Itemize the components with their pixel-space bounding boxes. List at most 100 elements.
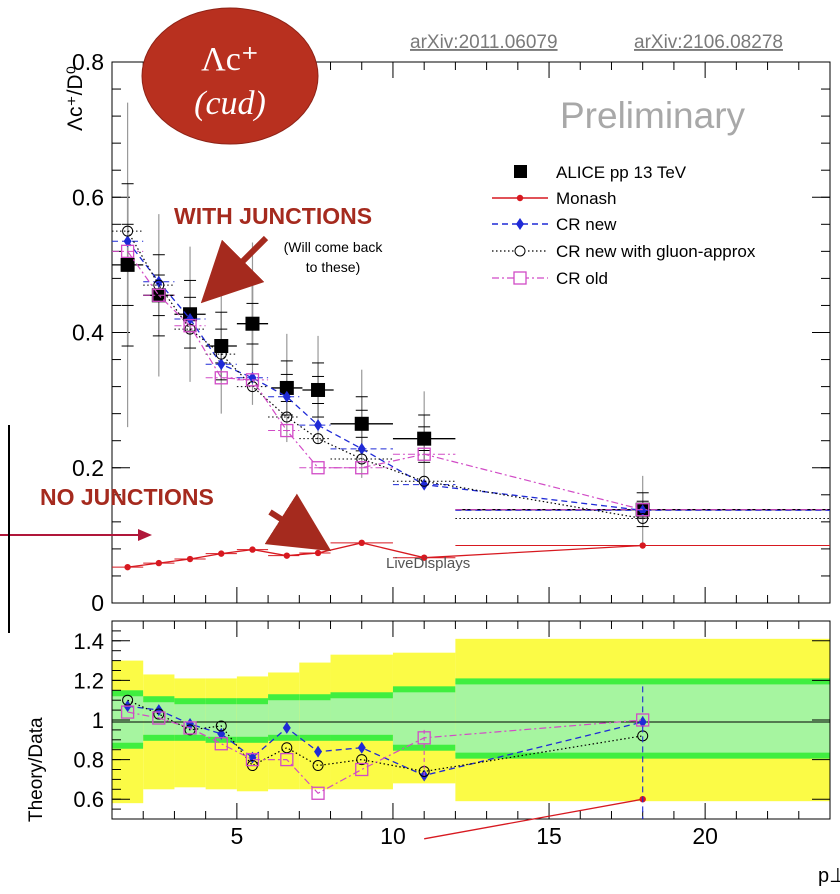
series-point: [186, 555, 194, 563]
with-junctions-note-line2: to these): [306, 259, 360, 275]
ratio-series-point: [636, 713, 650, 727]
watermark-label: LiveDisplays: [386, 555, 470, 572]
reference-link-1[interactable]: arXiv:2011.06079: [410, 32, 558, 53]
ratio-series-line: [424, 798, 643, 840]
series-point: [184, 323, 196, 335]
data-point: [214, 339, 229, 354]
series-point: [358, 539, 365, 547]
data-point: [120, 257, 135, 272]
series-line: [127, 542, 643, 568]
series-point: [314, 419, 323, 432]
legend: ALICE pp 13 TeV Monash CR new CR new wit…: [492, 163, 756, 288]
series-point: [124, 563, 131, 571]
series-point: [283, 552, 291, 559]
axis-ticks: 0 0.2 0.4 0.6 0.8 0.6 0.8 1 1.2 1.4 5 10 15 20: [72, 49, 831, 849]
series-point: [314, 549, 322, 557]
series-point: [280, 423, 294, 438]
legend-marker-monash: [516, 194, 524, 202]
inner-band-lower-edge: [143, 734, 175, 741]
series-point: [217, 358, 226, 371]
series-point: [418, 475, 430, 487]
series-point: [215, 348, 227, 360]
main-y-tick-label: 0.6: [72, 184, 104, 210]
ratio-y-axis-label: Theory/Data: [26, 717, 47, 822]
no-junctions-arrow: [264, 493, 332, 552]
preliminary-label: Preliminary: [560, 95, 746, 136]
ratio-series-line: [127, 705, 643, 777]
series-point: [248, 371, 257, 384]
reference-link-2[interactable]: arXiv:2106.08278: [634, 32, 783, 53]
ratio-series-point: [311, 786, 325, 800]
legend-label-monash: Monash: [556, 189, 616, 208]
series-point: [417, 447, 431, 461]
ratio-x-tick-label: 5: [230, 823, 243, 849]
inner-band-lower-edge: [299, 734, 331, 741]
ratio-x-tick-label: 20: [692, 823, 718, 849]
series-line: [127, 251, 643, 511]
series-point: [311, 461, 325, 475]
inner-band-upper-edge: [392, 686, 456, 693]
series-point: [420, 554, 428, 561]
inner-band-lower-edge: [236, 736, 269, 743]
series-point: [120, 244, 135, 259]
with-junctions-label: WITH JUNCTIONS: [174, 203, 372, 229]
ratio-series-point: [280, 752, 294, 767]
series-point: [249, 546, 256, 553]
series-point: [281, 411, 293, 423]
inner-band-upper-edge: [112, 690, 144, 697]
ratio-vertical-errors: [423, 686, 644, 819]
ratio-series-point: [312, 760, 324, 772]
ratio-y-tick-label: 1: [92, 708, 104, 733]
inner-band-upper-edge: [455, 678, 830, 685]
series-point: [637, 512, 649, 524]
legend-marker-cr-new: [516, 218, 524, 230]
inner-band-upper-edge: [205, 698, 237, 705]
inner-band-upper-edge: [268, 694, 300, 701]
series-point: [357, 442, 366, 455]
ratio-series-point: [282, 721, 291, 734]
series-point: [312, 433, 324, 445]
series-point: [154, 275, 163, 288]
ratio-series-line: [127, 711, 643, 795]
inner-band-bin: [236, 700, 269, 740]
ratio-x-tick-label: 10: [380, 823, 406, 849]
ratio-series-point: [355, 762, 369, 777]
ratio-y-tick-label: 1.2: [73, 668, 104, 693]
series-point: [356, 453, 368, 465]
inner-band-upper-edge: [143, 696, 175, 703]
inner-band-lower-edge: [112, 742, 144, 749]
inner-band-bin: [299, 696, 331, 738]
with-junctions-note-line1: (Will come back: [284, 239, 384, 255]
inner-band-lower-edge: [455, 752, 830, 759]
ratio-series-point: [154, 704, 163, 717]
ratio-x-tick-label: 15: [536, 823, 562, 849]
lambda-c-badge: [141, 7, 319, 145]
series-point: [183, 319, 197, 333]
data-point: [245, 316, 260, 331]
inner-band-upper-edge: [236, 698, 269, 705]
series-point: [639, 542, 646, 549]
ratio-series-point: [183, 721, 197, 735]
legend-marker-alice: [514, 165, 527, 178]
ratio-series-point: [356, 754, 368, 766]
series-point: [218, 550, 225, 557]
ratio-series-point: [152, 711, 166, 725]
main-series-monash: [112, 539, 830, 571]
data-point: [279, 380, 294, 395]
ratio-series-cr_old: [120, 705, 650, 800]
badge-particle-label: Λc⁺: [201, 41, 259, 78]
main-y-tick-label: 0: [91, 590, 104, 616]
legend-marker-cr-old: [513, 271, 527, 285]
series-point: [122, 225, 134, 237]
main-y-tick-label: 0.8: [72, 49, 104, 75]
main-y-tick-label: 0.4: [72, 320, 104, 346]
inner-band-bin: [268, 696, 300, 738]
ratio-series-point: [184, 724, 196, 736]
series-point: [282, 390, 291, 403]
badge-quark-content: (cud): [194, 85, 266, 122]
series-point: [636, 503, 650, 517]
inner-band-upper-edge: [174, 698, 206, 705]
inner-band-upper-edge: [299, 694, 331, 701]
ratio-series-point: [153, 708, 165, 720]
